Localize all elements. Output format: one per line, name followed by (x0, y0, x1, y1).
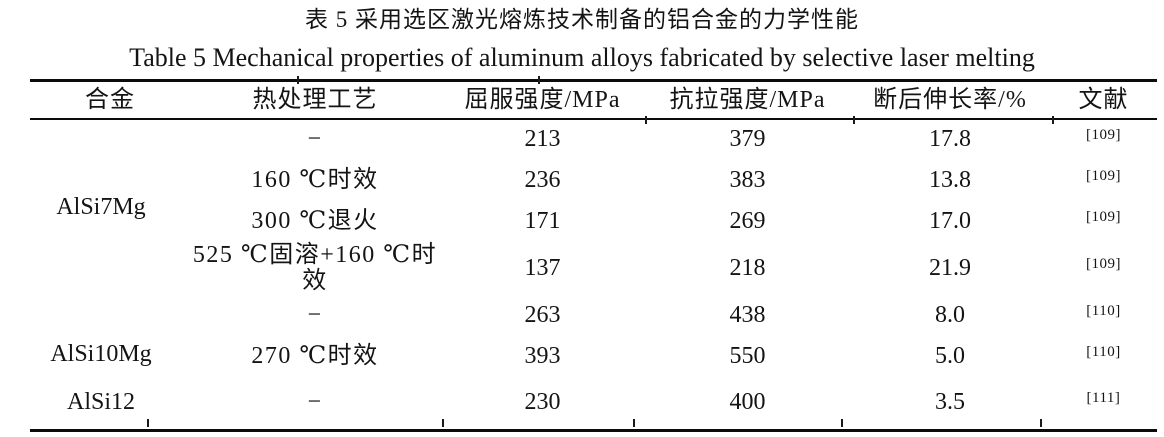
cell-tensile-strength: 550 (729, 342, 766, 369)
cell-yield-strength: 230 (524, 389, 561, 416)
cell-yield-strength: 213 (524, 126, 561, 153)
table-row: AlSi12 − 230 400 3.5 [111] (30, 376, 1157, 430)
column-header-tensile-strength: 抗拉强度/MPa (669, 86, 826, 113)
cell-yield-strength: 393 (524, 342, 561, 369)
table-row: AlSi10Mg − 263 438 8.0 [110] (30, 294, 1157, 367)
reference-superscript: [109] (1086, 255, 1121, 272)
cell-alloy: AlSi10Mg (50, 340, 152, 367)
rule-tick (1052, 116, 1054, 124)
cell-reference: [109] (1050, 201, 1157, 242)
cell-yield-strength: 263 (524, 301, 561, 328)
table-row: 270 ℃时效 393 550 5.0 [110] (30, 335, 1157, 376)
rule-tick (633, 419, 635, 427)
rule-tick (841, 419, 843, 427)
header-row: 合金 热处理工艺 屈服强度/MPa 抗拉强度/MPa 断后伸长率/% 文献 (30, 81, 1157, 119)
table-caption-chinese: 表 5 采用选区激光熔炼技术制备的铝合金的力学性能 (305, 7, 859, 32)
cell-reference: [111] (1050, 376, 1157, 430)
data-table-wrapper: 合金 热处理工艺 屈服强度/MPa 抗拉强度/MPa 断后伸长率/% 文献 Al… (30, 76, 1157, 432)
column-header-reference: 文献 (1078, 86, 1129, 113)
cell-tensile-strength: 438 (729, 301, 766, 328)
table-row: 160 ℃时效 236 383 13.8 [109] (30, 160, 1157, 201)
cell-alloy: AlSi7Mg (56, 193, 146, 220)
cell-elongation: 17.8 (929, 126, 971, 153)
column-header-heat-treatment: 热处理工艺 (252, 86, 378, 113)
cell-elongation: 17.0 (929, 207, 971, 234)
cell-tensile-strength: 379 (729, 126, 766, 153)
table-header: 合金 热处理工艺 屈服强度/MPa 抗拉强度/MPa 断后伸长率/% 文献 (30, 81, 1157, 119)
cell-tensile-strength: 383 (729, 166, 766, 193)
rule-tick (1040, 419, 1042, 427)
cell-yield-strength: 236 (524, 166, 561, 193)
cell-tensile-strength: 218 (729, 254, 766, 281)
cell-heat-treatment: 160 ℃时效 (251, 166, 379, 193)
cell-heat-treatment: 300 ℃退火 (251, 207, 379, 234)
cell-elongation: 3.5 (935, 389, 965, 416)
column-header-alloy: 合金 (85, 86, 135, 113)
column-header-elongation: 断后伸长率/% (873, 86, 1027, 113)
table-row: 300 ℃退火 171 269 17.0 [109] (30, 201, 1157, 242)
cell-heat-treatment: − (307, 389, 323, 416)
reference-superscript: [109] (1086, 208, 1121, 225)
cell-reference: [110] (1050, 294, 1157, 335)
rule-tick (297, 76, 299, 84)
cell-heat-treatment: − (307, 301, 323, 328)
table-row: AlSi7Mg − 213 379 17.8 [109] (30, 119, 1157, 219)
cell-elongation: 5.0 (935, 342, 965, 369)
reference-superscript: [109] (1086, 167, 1121, 184)
reference-superscript: [109] (1086, 127, 1121, 144)
cell-elongation: 21.9 (929, 254, 971, 281)
cell-alloy: AlSi12 (66, 389, 135, 416)
cell-yield-strength: 137 (524, 254, 561, 281)
cell-reference: [109] (1050, 242, 1157, 295)
cell-yield-strength: 171 (524, 207, 561, 234)
cell-tensile-strength: 400 (729, 389, 766, 416)
cell-tensile-strength: 269 (729, 207, 766, 234)
rule-tick (442, 419, 444, 427)
cell-elongation: 13.8 (929, 166, 971, 193)
cell-heat-treatment: 525 ℃固溶+160 ℃时效 (192, 241, 438, 294)
table-caption-english: Table 5 Mechanical properties of aluminu… (129, 43, 1035, 72)
cell-reference: [109] (1050, 119, 1157, 160)
reference-superscript: [110] (1086, 302, 1121, 319)
table-body: AlSi7Mg − 213 379 17.8 [109] 160 ℃时效 236 383 13.8… (30, 119, 1157, 431)
reference-superscript: [111] (1086, 390, 1121, 407)
table-row: 525 ℃固溶+160 ℃时效 137 218 21.9 [109] (30, 242, 1157, 295)
cell-heat-treatment: − (307, 126, 323, 153)
cell-reference: [110] (1050, 335, 1157, 376)
cell-reference: [109] (1050, 160, 1157, 201)
mechanical-properties-table: 合金 热处理工艺 屈服强度/MPa 抗拉强度/MPa 断后伸长率/% 文献 Al… (30, 79, 1157, 432)
cell-heat-treatment: 270 ℃时效 (251, 342, 379, 369)
rule-tick (147, 419, 149, 427)
rule-tick (645, 116, 647, 124)
rule-tick (853, 116, 855, 124)
rule-tick (538, 76, 540, 84)
reference-superscript: [110] (1086, 343, 1121, 360)
column-header-yield-strength: 屈服强度/MPa (464, 86, 621, 113)
cell-elongation: 8.0 (935, 301, 965, 328)
